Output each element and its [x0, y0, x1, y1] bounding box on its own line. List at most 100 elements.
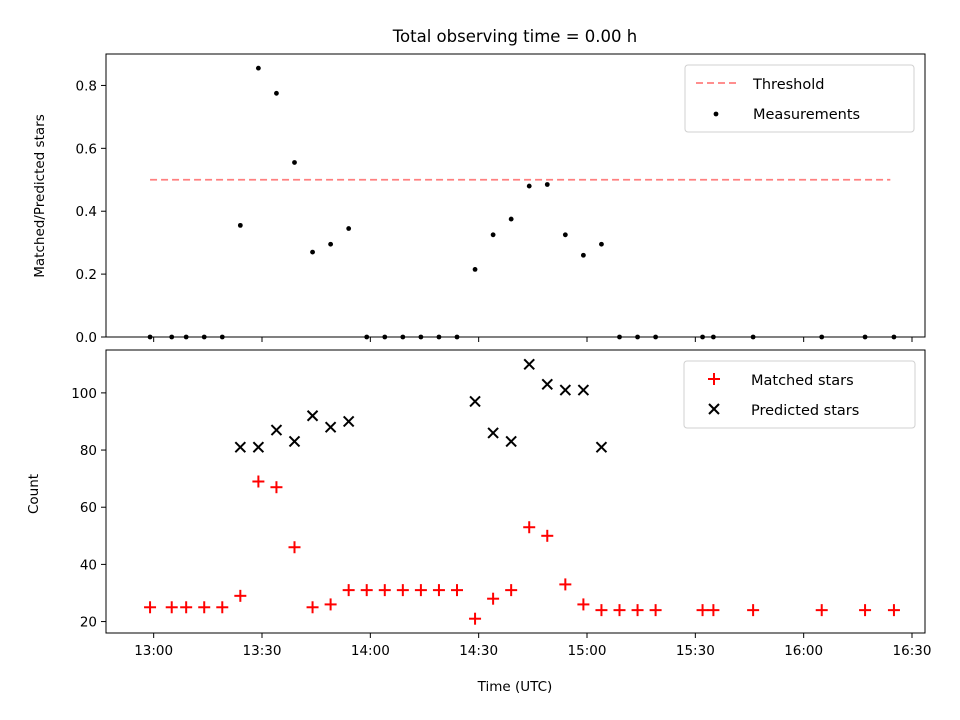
- x-tick-label: 13:30: [243, 643, 282, 659]
- x-tick-label: 15:30: [676, 643, 715, 659]
- ratio-legend-box: [684, 64, 915, 133]
- predicted-star-point-b: [487, 427, 499, 439]
- matched-star-point: [887, 604, 900, 617]
- y-tick-label: 0.6: [76, 141, 97, 157]
- predicted-stars-legend-swatch: [708, 403, 720, 415]
- measurement-point: [700, 334, 705, 340]
- predicted-star-point: [306, 410, 319, 422]
- measurement-point: [292, 160, 297, 165]
- matched-star-point: [595, 604, 608, 617]
- measurement-point: [382, 334, 388, 340]
- measurement-point: [418, 334, 424, 340]
- y-tick-label: 40: [80, 557, 97, 573]
- measurement-point: [169, 334, 175, 340]
- count-y-axis-label: Count: [26, 474, 42, 514]
- matched-star-point: [165, 601, 178, 614]
- x-tick-label: 14:00: [351, 643, 390, 659]
- predicted-star-point: [469, 395, 481, 408]
- y-tick-label: 20: [80, 615, 97, 631]
- count-legend: Matched stars Predicted stars: [683, 360, 916, 429]
- matched-star-point: [234, 589, 247, 602]
- measurement-point: [526, 183, 532, 189]
- predicted-star-point-b: [523, 358, 535, 371]
- measurement-point: [472, 266, 478, 272]
- measurement-point: [274, 90, 279, 96]
- measurement-point: [436, 334, 442, 340]
- predicted-star-point: [559, 384, 572, 396]
- count-y-axis: 20 40 60 80 100: [71, 386, 106, 631]
- y-tick-label: 0.8: [76, 78, 97, 94]
- measurement-point: [237, 222, 243, 228]
- ratio-y-axis: 0.0 0.2 0.4 0.6 0.8: [76, 78, 106, 346]
- measurement-point: [544, 182, 550, 187]
- predicted-star-point: [270, 424, 283, 436]
- measurement-point: [562, 232, 568, 238]
- ratio-x-ticks: [153, 337, 913, 342]
- measurement-point: [617, 334, 622, 340]
- y-tick-label: 80: [80, 443, 97, 459]
- predicted-star-point: [595, 441, 608, 453]
- measurement-point: [508, 216, 514, 222]
- predicted-star-point-b: [595, 441, 608, 453]
- predicted-star-point: [234, 441, 247, 453]
- matched-star-point: [342, 584, 355, 597]
- predicted-star-point-b: [469, 395, 481, 408]
- measurement-point: [400, 334, 406, 340]
- count-plot-frame: [105, 349, 926, 634]
- predicted-star-point-b: [505, 435, 517, 448]
- chart-title: Total observing time = 0.00 h: [392, 27, 637, 46]
- predicted-star-point: [288, 435, 301, 448]
- matched-star-point: [487, 592, 500, 605]
- predicted-star-point-b: [324, 421, 337, 433]
- matched-star-point: [324, 598, 337, 611]
- ratio-legend: Threshold Measurements: [684, 64, 915, 133]
- matched-star-point: [696, 604, 709, 617]
- x-tick-label: 16:00: [784, 643, 823, 659]
- matched-star-point: [180, 601, 193, 614]
- matched-star-point: [577, 598, 590, 611]
- predicted-stars-series: [234, 358, 608, 453]
- matched-stars-series: [144, 475, 900, 625]
- measurement-point: [454, 334, 460, 340]
- measurements-legend-swatch: [713, 111, 719, 117]
- measurement-point: [862, 334, 868, 340]
- predicted-star-point-b: [252, 441, 265, 453]
- matched-star-point: [523, 521, 536, 534]
- matched-star-point: [252, 475, 265, 488]
- predicted-star-point: [577, 384, 590, 396]
- ratio-panel: 0.00.20.40.60.8 Matched/Predicted stars …: [32, 53, 926, 346]
- matched-star-point: [559, 578, 572, 591]
- measurement-point: [364, 334, 370, 340]
- predicted-star-point-b: [342, 415, 355, 428]
- matched-star-point: [859, 604, 872, 617]
- x-tick-label: 15:00: [568, 643, 607, 659]
- measurement-point: [710, 334, 716, 340]
- predicted-stars-legend-label: Predicted stars: [751, 403, 859, 419]
- matched-star-point: [288, 541, 301, 554]
- matched-star-point: [631, 604, 644, 617]
- measurement-point: [255, 65, 261, 71]
- x-axis-label: Time (UTC): [477, 679, 553, 695]
- measurements-series: [147, 65, 897, 340]
- predicted-star-point-b: [288, 435, 301, 448]
- measurement-point: [328, 241, 334, 247]
- predicted-star-point-b: [234, 441, 247, 453]
- ratio-plot-frame: [105, 53, 926, 338]
- matched-star-point: [198, 601, 211, 614]
- measurement-point: [147, 334, 153, 340]
- matched-stars-legend-label: Matched stars: [751, 373, 854, 389]
- matched-star-point: [414, 584, 427, 597]
- matched-star-point: [360, 584, 373, 597]
- count-x-axis: 13:00 13:30 14:00 14:30 15:00 15:30 16:00 16:30: [134, 633, 931, 659]
- predicted-star-point: [324, 421, 337, 433]
- y-tick-label: 0.0: [76, 330, 97, 346]
- predicted-star-point-b: [577, 384, 590, 396]
- predicted-star-point-b: [270, 424, 283, 436]
- predicted-star-point: [342, 415, 355, 428]
- matched-star-point: [613, 604, 626, 617]
- measurement-point: [653, 334, 659, 340]
- matched-star-point: [505, 584, 518, 597]
- measurement-point: [599, 241, 604, 247]
- matched-star-point: [707, 604, 720, 617]
